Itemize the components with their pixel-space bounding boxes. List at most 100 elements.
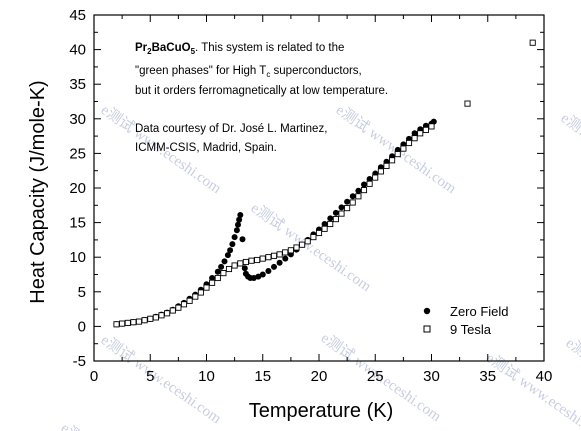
annotation-formula-sub-2: 2 [147, 47, 152, 56]
annotation-line-2-pre: "green phases" for High T [135, 65, 266, 77]
y-tick-label: 30 [69, 111, 86, 128]
x-tick-labels: 0 5 10 15 20 25 30 35 40 [90, 368, 553, 385]
zero-field-point [233, 227, 240, 234]
zero-field-point [209, 275, 216, 281]
zero-field-point [259, 271, 266, 278]
zero-field-point [349, 193, 356, 200]
nine-tesla-point [383, 162, 390, 169]
nine-tesla-point [372, 174, 379, 181]
nine-tesla-point [422, 126, 429, 133]
nine-tesla-point [164, 310, 171, 317]
annotation-line-3: but it orders ferromagnetically at low t… [135, 85, 388, 97]
series-9-tesla [113, 39, 536, 328]
annotation-formula-pr: Pr [135, 42, 148, 54]
nine-tesla-point [265, 254, 272, 261]
nine-tesla-point [124, 319, 131, 326]
y-tick-labels: -5 0 5 10 15 20 25 30 35 40 45 [69, 7, 86, 370]
zero-field-point [430, 118, 437, 125]
zero-field-point [214, 268, 221, 275]
zero-field-point [321, 221, 328, 227]
nine-tesla-point [355, 193, 362, 200]
x-axis-label: Temperature (K) [249, 400, 394, 422]
zero-field-point [355, 187, 362, 194]
nine-tesla-point [360, 187, 368, 194]
zero-field-point [411, 130, 418, 137]
nine-tesla-point [197, 289, 204, 296]
nine-tesla-point [169, 307, 176, 314]
y-tick-label: 15 [69, 215, 86, 232]
y-tick-label: 20 [69, 180, 86, 197]
nine-tesla-point [394, 151, 401, 158]
nine-tesla-point [220, 270, 227, 277]
x-tick-label: 0 [90, 368, 98, 385]
nine-tesla-point [214, 274, 221, 282]
nine-tesla-point [293, 244, 300, 251]
zero-field-point [218, 263, 225, 270]
nine-tesla-point [405, 139, 413, 147]
x-tick-label: 40 [536, 368, 553, 385]
x-tick-label: 10 [198, 368, 215, 385]
nine-tesla-point [310, 234, 317, 241]
nine-tesla-point [147, 315, 154, 322]
nine-tesla-point [180, 301, 188, 308]
nine-tesla-point [130, 319, 137, 326]
nine-tesla-point [141, 317, 148, 324]
nine-tesla-point [299, 241, 306, 248]
nine-tesla-point [113, 321, 120, 328]
zero-field-point [235, 221, 241, 228]
zero-field-point [338, 204, 345, 211]
zero-field-point [239, 236, 246, 243]
x-tick-label: 20 [311, 368, 328, 385]
y-tick-label: 10 [69, 249, 86, 266]
annotation-line-1-rest: . This system is related to the [195, 42, 344, 54]
y-tick-label: 5 [78, 284, 86, 301]
nine-tesla-point [259, 255, 266, 262]
zero-field-point [229, 241, 236, 248]
zero-field-point [250, 275, 257, 281]
zero-field-point [231, 234, 238, 241]
zero-field-point [344, 198, 351, 205]
annotation-formula-sub-5: 5 [191, 47, 196, 56]
annotation-line-2-post: superconductors, [270, 65, 361, 77]
nine-tesla-point [186, 297, 193, 304]
annotation-line-1: Pr2BaCuO5. This system is related to the [135, 42, 344, 56]
nine-tesla-point [225, 265, 233, 273]
zero-field-point [332, 209, 339, 216]
nine-tesla-point [158, 312, 165, 319]
nine-tesla-point [321, 225, 328, 232]
nine-tesla-point [417, 130, 424, 137]
nine-tesla-point [428, 123, 435, 130]
x-tick-label: 30 [423, 368, 440, 385]
zero-field-point [224, 252, 231, 259]
nine-tesla-point [377, 168, 384, 175]
zero-field-point [236, 216, 243, 223]
x-tick-label: 5 [146, 368, 154, 385]
nine-tesla-point [338, 210, 345, 217]
nine-tesla-point [254, 256, 261, 264]
watermark-text: e测 [58, 419, 86, 431]
nine-tesla-point [389, 157, 396, 164]
nine-tesla-point [237, 260, 244, 267]
nine-tesla-point [287, 247, 294, 254]
nine-tesla-point [276, 251, 283, 258]
annotation-line-2: "green phases" for High Tc superconducto… [135, 65, 362, 79]
nine-tesla-point [231, 262, 238, 269]
nine-tesla-point [344, 205, 351, 212]
plot-frame [93, 14, 545, 362]
y-tick-label: 45 [69, 7, 86, 24]
nine-tesla-point [400, 145, 407, 152]
legend-label-9-tesla: 9 Tesla [450, 322, 492, 337]
nine-tesla-point [332, 216, 339, 223]
x-tick-label: 35 [479, 368, 496, 385]
y-tick-label: 25 [69, 145, 86, 162]
legend-label-zero-field: Zero Field [450, 304, 509, 319]
zero-field-point [227, 247, 234, 254]
nine-tesla-point [203, 284, 210, 291]
zero-field-point [265, 268, 272, 274]
nine-tesla-point [304, 238, 311, 245]
legend-marker-9-tesla [423, 325, 431, 333]
nine-tesla-point [192, 293, 199, 300]
nine-tesla-point [327, 220, 334, 228]
nine-tesla-point [135, 318, 143, 325]
